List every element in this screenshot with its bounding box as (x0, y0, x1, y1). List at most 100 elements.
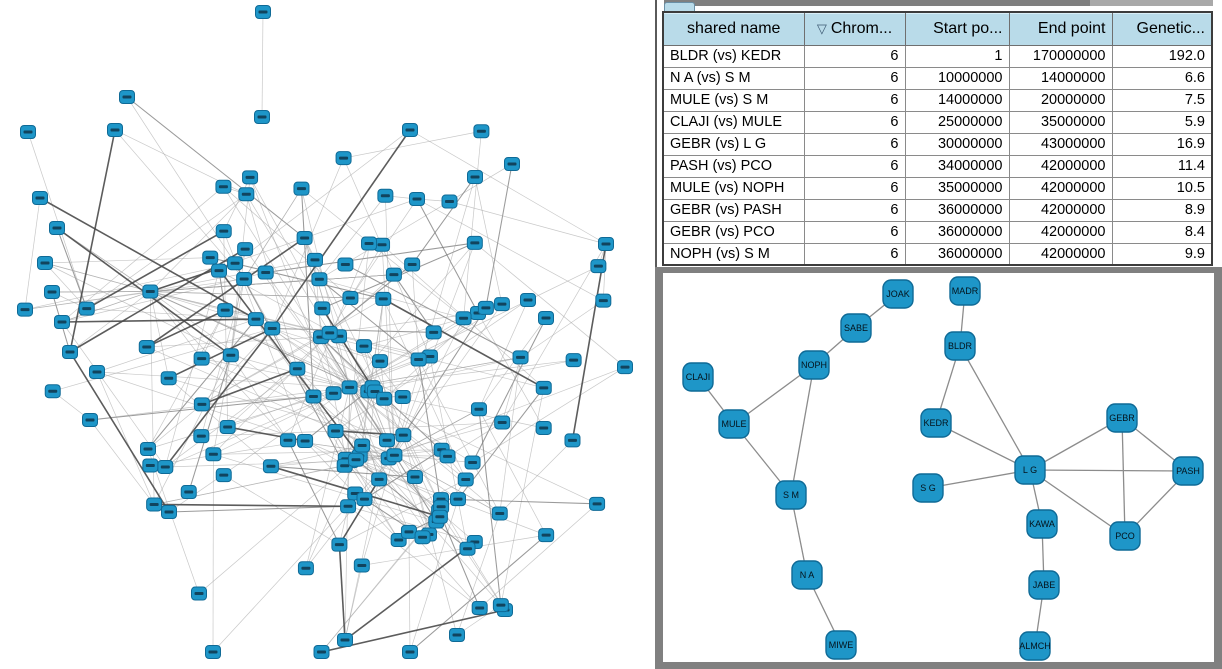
network-node-LG[interactable]: L G (1014, 455, 1046, 485)
network-node[interactable] (190, 586, 207, 601)
network-node[interactable] (459, 541, 476, 556)
network-node[interactable] (395, 428, 412, 443)
table-row[interactable]: GEBR (vs) PASH 6 36000000 42000000 8.9 (662, 198, 1213, 222)
network-node[interactable] (595, 293, 612, 308)
table-cell[interactable]: 6.6 (1111, 66, 1213, 90)
network-node[interactable] (215, 179, 232, 194)
network-node[interactable] (372, 354, 389, 369)
network-node[interactable] (589, 496, 606, 511)
table-cell[interactable]: 42000000 (1008, 176, 1113, 200)
table-cell[interactable]: 14000000 (904, 88, 1010, 112)
network-node[interactable] (142, 284, 159, 299)
network-node[interactable] (142, 458, 159, 473)
network-node[interactable] (385, 267, 402, 282)
table-row[interactable]: CLAJI (vs) MULE 6 25000000 35000000 5.9 (662, 110, 1213, 134)
network-node[interactable] (140, 442, 156, 456)
network-node[interactable] (386, 448, 403, 463)
network-edge-KEDR-LG[interactable] (935, 422, 1031, 471)
network-node[interactable] (37, 256, 53, 270)
network-node[interactable] (520, 293, 536, 307)
network-node[interactable] (425, 325, 442, 340)
table-cell[interactable]: 34000000 (904, 154, 1010, 178)
table-cell[interactable]: 6 (803, 154, 906, 178)
table-cell[interactable]: GEBR (vs) PASH (662, 198, 805, 222)
network-node[interactable] (180, 485, 197, 500)
network-node[interactable] (467, 170, 483, 184)
table-cell[interactable]: NOPH (vs) S M (662, 242, 805, 266)
column-header-0[interactable]: shared name (662, 11, 805, 46)
table-row[interactable]: MULE (vs) S M 6 14000000 20000000 7.5 (662, 88, 1213, 112)
network-node[interactable] (377, 188, 394, 203)
network-node-PCO[interactable]: PCO (1109, 521, 1141, 551)
table-row[interactable]: N A (vs) S M 6 10000000 14000000 6.6 (662, 66, 1213, 90)
network-node[interactable] (379, 433, 396, 448)
network-node[interactable] (466, 235, 483, 250)
network-node[interactable] (311, 272, 328, 287)
network-node[interactable] (82, 413, 98, 427)
table-cell[interactable]: 1 (904, 44, 1010, 68)
network-node[interactable] (340, 499, 357, 514)
network-node[interactable] (222, 348, 239, 363)
network-node[interactable] (297, 433, 314, 448)
network-node[interactable] (227, 256, 244, 271)
table-row[interactable]: GEBR (vs) PCO 6 36000000 42000000 8.4 (662, 220, 1213, 244)
network-node[interactable] (406, 470, 423, 485)
table-cell[interactable]: 5.9 (1111, 110, 1213, 134)
network-node[interactable] (289, 361, 306, 376)
network-node[interactable] (441, 194, 458, 209)
table-cell[interactable]: GEBR (vs) L G (662, 132, 805, 156)
network-node[interactable] (535, 380, 552, 395)
network-node[interactable] (331, 537, 348, 552)
table-row[interactable]: NOPH (vs) S M 6 36000000 42000000 9.9 (662, 242, 1213, 266)
table-cell[interactable]: 30000000 (904, 132, 1010, 156)
network-node[interactable] (262, 459, 279, 474)
network-node[interactable] (146, 497, 163, 512)
network-node[interactable] (44, 285, 60, 299)
table-cell[interactable]: 6 (803, 44, 906, 68)
network-node[interactable] (62, 345, 78, 359)
network-node[interactable] (313, 645, 330, 659)
network-node[interactable] (215, 224, 232, 239)
network-node[interactable] (247, 312, 264, 327)
table-cell[interactable]: 6 (803, 132, 906, 156)
network-node-SG[interactable]: S G (912, 473, 944, 503)
table-cell[interactable]: 6 (803, 110, 906, 134)
table-cell[interactable]: 20000000 (1008, 88, 1113, 112)
table-row[interactable]: MULE (vs) NOPH 6 35000000 42000000 10.5 (662, 176, 1213, 200)
network-node[interactable] (337, 633, 353, 647)
network-node[interactable] (353, 558, 370, 573)
network-node[interactable] (107, 123, 123, 137)
network-edge-LG-GEBR[interactable] (1029, 417, 1123, 471)
network-edge-SG-LG[interactable] (927, 469, 1031, 489)
network-node[interactable] (354, 438, 371, 453)
table-cell[interactable]: 36000000 (904, 242, 1010, 266)
network-node[interactable] (215, 468, 232, 483)
table-cell[interactable]: 42000000 (1008, 220, 1113, 244)
network-node[interactable] (54, 315, 70, 329)
network-edge-NOPH-SM[interactable] (790, 364, 815, 496)
network-node[interactable] (242, 170, 259, 185)
network-node[interactable] (464, 455, 481, 470)
network-node[interactable] (409, 192, 425, 206)
column-header-1[interactable]: ▽ Chrom... (803, 11, 906, 46)
network-node[interactable] (374, 237, 391, 252)
network-node[interactable] (376, 391, 393, 406)
network-edge-BLDR-LG[interactable] (959, 345, 1031, 471)
network-node[interactable] (564, 433, 581, 448)
table-cell[interactable]: PASH (vs) PCO (662, 154, 805, 178)
table-cell[interactable]: MULE (vs) S M (662, 88, 805, 112)
network-node[interactable] (455, 311, 472, 326)
table-row[interactable]: BLDR (vs) KEDR 6 1 170000000 192.0 (662, 44, 1213, 68)
network-node[interactable] (471, 601, 488, 616)
network-node[interactable] (138, 339, 155, 354)
table-cell[interactable]: 6 (803, 242, 906, 266)
table-cell[interactable]: 6 (803, 88, 906, 112)
table-cell[interactable]: 36000000 (904, 198, 1010, 222)
column-header-3[interactable]: End point (1008, 11, 1113, 46)
sub-network-canvas[interactable]: JOAK SABE NOPH CLAJI MULE S M N A MIWE MADR BLDR K… (663, 273, 1214, 662)
network-edge-LG-PCO[interactable] (1029, 469, 1126, 537)
network-node[interactable] (361, 236, 378, 251)
network-node[interactable] (477, 300, 494, 315)
network-node-JABE[interactable]: JABE (1028, 570, 1060, 600)
table-cell[interactable]: 36000000 (904, 220, 1010, 244)
